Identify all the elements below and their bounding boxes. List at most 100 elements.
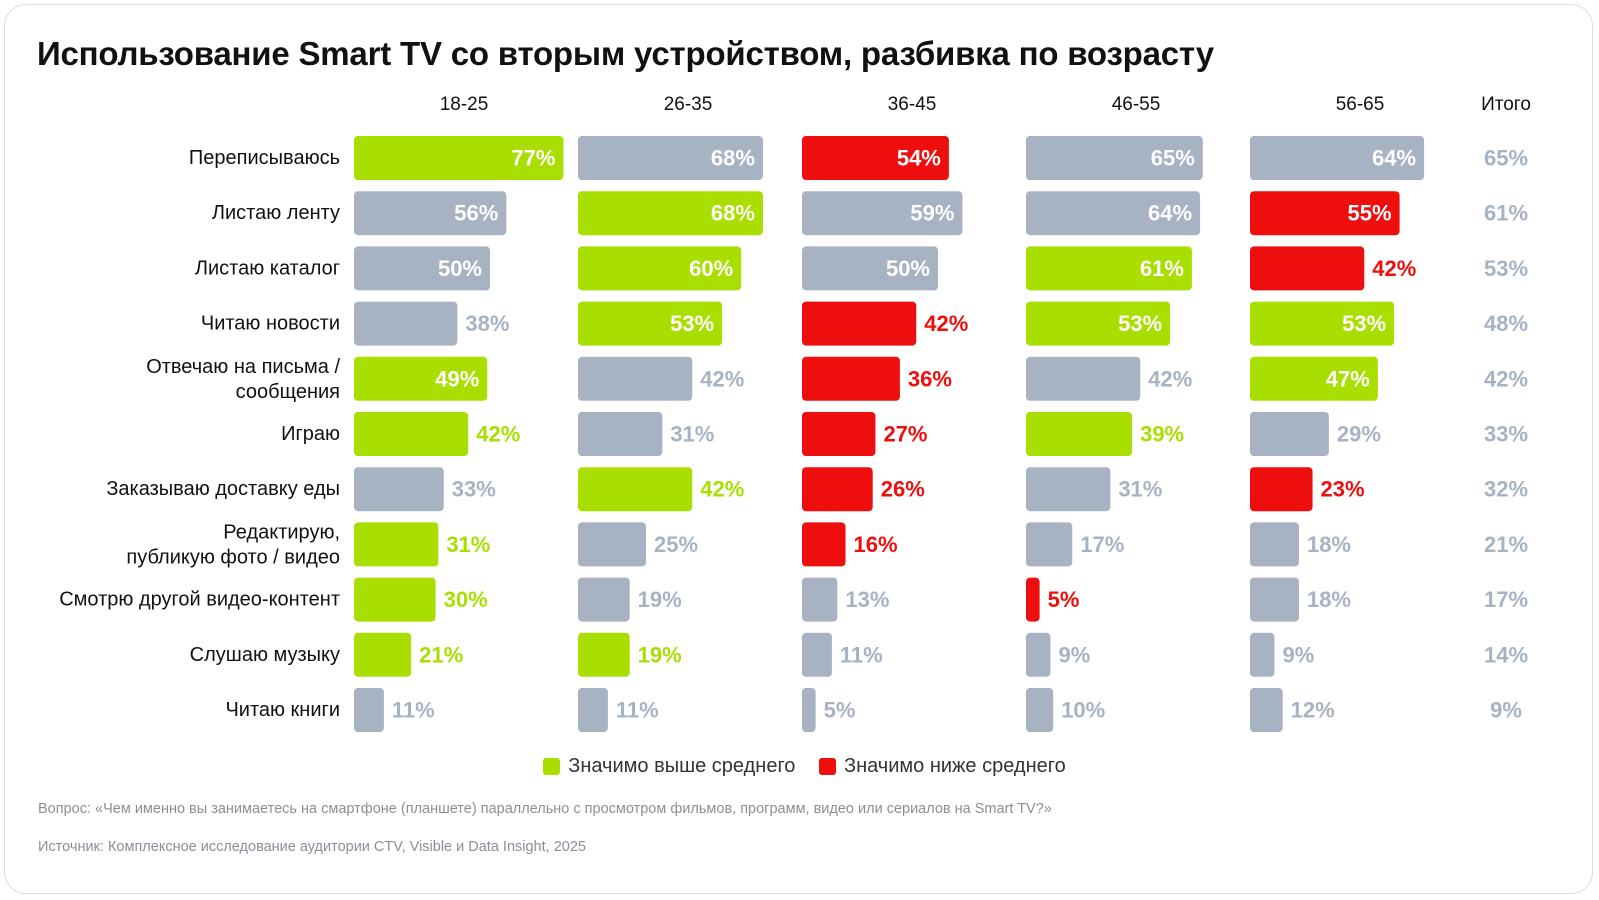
data-label-18-25: 30% <box>444 587 488 612</box>
bar-26-35 <box>578 577 630 622</box>
bar-56-65 <box>1250 688 1283 732</box>
data-label-56-65: 53% <box>1342 311 1386 336</box>
chart-legend: Значимо выше среднего Значимо ниже средн… <box>5 755 1599 781</box>
data-label-18-25: 56% <box>454 201 498 226</box>
row-label-line: Отвечаю на письма / <box>146 356 340 378</box>
bar-26-35 <box>578 356 693 401</box>
bar-18-25 <box>354 467 444 512</box>
data-label-36-45: 36% <box>908 366 952 391</box>
data-label-26-35: 68% <box>711 146 755 171</box>
row-label-line: Редактирую, <box>223 521 340 543</box>
legend-label-above: Значимо выше среднего <box>568 755 796 777</box>
data-label-18-25: 21% <box>419 642 463 667</box>
bar-46-55 <box>1026 577 1040 622</box>
data-label-26-35: 53% <box>670 311 714 336</box>
legend-item-below: Значимо ниже среднего <box>819 755 1066 778</box>
data-label-18-25: 38% <box>465 311 509 336</box>
row-label: Читаю новости <box>201 313 340 335</box>
data-label-46-55: 5% <box>1048 587 1080 612</box>
bar-46-55 <box>1026 688 1054 732</box>
data-label-36-45: 27% <box>883 422 927 447</box>
data-label-56-65: 18% <box>1307 587 1351 612</box>
footnote-question: Вопрос: «Чем именно вы занимаетесь на см… <box>38 801 1052 817</box>
bar-18-25 <box>354 246 490 291</box>
bar-36-45 <box>802 301 917 346</box>
data-label-46-55: 65% <box>1151 146 1195 171</box>
bar-26-35 <box>578 688 608 732</box>
bar-36-45 <box>802 632 832 677</box>
data-label-56-65: 29% <box>1337 422 1381 447</box>
legend-swatch-below <box>819 758 836 775</box>
total-value: 9% <box>1490 698 1522 723</box>
bar-36-45 <box>802 522 846 567</box>
bar-56-65 <box>1250 522 1299 567</box>
legend-swatch-above <box>543 758 561 775</box>
bar-36-45 <box>802 688 816 732</box>
data-label-26-35: 11% <box>616 698 659 723</box>
bar-18-25 <box>354 688 384 732</box>
data-label-46-55: 17% <box>1080 532 1124 557</box>
row-label: Играю <box>281 423 340 445</box>
bar-46-55 <box>1026 467 1111 512</box>
row-label-line: сообщения <box>236 381 340 403</box>
row-label: Редактирую, публикую фото / видео <box>126 521 340 568</box>
data-label-56-65: 23% <box>1321 477 1365 502</box>
total-value: 21% <box>1484 532 1528 557</box>
data-label-18-25: 50% <box>438 256 482 281</box>
data-label-36-45: 54% <box>897 146 941 171</box>
row-label: Отвечаю на письма / сообщения <box>146 356 340 403</box>
column-header-total: Итого <box>1481 94 1531 115</box>
data-label-18-25: 49% <box>435 366 479 391</box>
data-label-56-65: 47% <box>1326 366 1370 391</box>
total-value: 42% <box>1484 366 1528 391</box>
row-label: Смотрю другой видео-контент <box>59 589 340 611</box>
total-value: 17% <box>1484 587 1528 612</box>
data-label-26-35: 60% <box>689 256 733 281</box>
data-label-36-45: 50% <box>886 256 930 281</box>
data-label-18-25: 42% <box>476 422 520 447</box>
data-label-36-45: 11% <box>840 642 883 667</box>
chart-card: Использование Smart TV со вторым устройс… <box>4 4 1593 894</box>
bar-18-25 <box>354 136 564 180</box>
data-label-56-65: 42% <box>1372 256 1416 281</box>
data-label-46-55: 53% <box>1118 311 1162 336</box>
bar-18-25 <box>354 412 469 456</box>
data-label-26-35: 42% <box>700 366 744 391</box>
legend-label-below: Значимо ниже среднего <box>844 755 1066 777</box>
total-value: 65% <box>1484 146 1528 171</box>
bar-36-45 <box>802 246 938 291</box>
column-header-26-35: 26-35 <box>664 94 713 115</box>
bar-18-25 <box>354 577 436 622</box>
total-value: 61% <box>1484 201 1528 226</box>
bar-56-65 <box>1250 301 1395 346</box>
row-label: Заказываю доставку еды <box>106 478 340 500</box>
bar-36-45 <box>802 467 873 512</box>
data-label-26-35: 19% <box>638 587 682 612</box>
data-label-46-55: 64% <box>1148 201 1192 226</box>
bar-26-35 <box>578 136 763 180</box>
bar-36-45 <box>802 412 876 456</box>
bar-18-25 <box>354 522 439 567</box>
bar-18-25 <box>354 191 507 236</box>
data-label-18-25: 77% <box>511 146 555 171</box>
row-label: Листаю каталог <box>195 257 340 279</box>
data-label-26-35: 42% <box>700 477 744 502</box>
bar-46-55 <box>1026 632 1051 677</box>
bar-26-35 <box>578 246 742 291</box>
bar-26-35 <box>578 522 646 567</box>
bar-56-65 <box>1250 246 1365 291</box>
bar-56-65 <box>1250 577 1299 622</box>
bar-36-45 <box>802 136 949 180</box>
data-label-56-65: 18% <box>1307 532 1351 557</box>
bar-56-65 <box>1250 467 1313 512</box>
column-header-18-25: 18-25 <box>440 94 489 115</box>
data-label-56-65: 64% <box>1372 146 1416 171</box>
data-label-36-45: 13% <box>845 587 889 612</box>
bar-46-55 <box>1026 246 1192 291</box>
bar-36-45 <box>802 191 963 236</box>
bar-36-45 <box>802 356 900 401</box>
column-header-36-45: 36-45 <box>888 94 937 115</box>
bar-46-55 <box>1026 136 1203 180</box>
data-label-18-25: 31% <box>446 532 490 557</box>
total-value: 53% <box>1484 256 1528 281</box>
